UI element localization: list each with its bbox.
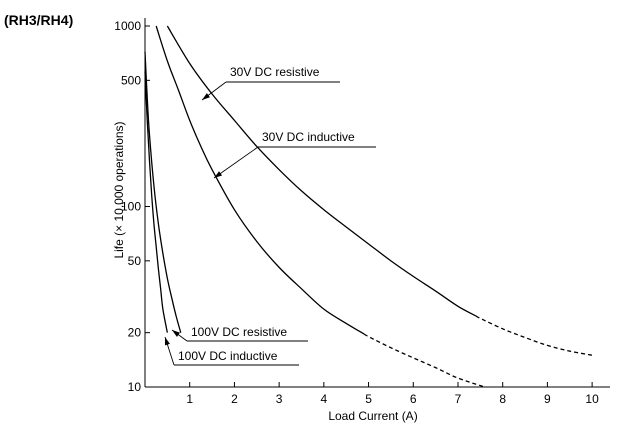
- corner-label: (RH3/RH4): [4, 12, 73, 28]
- x-tick-label-5: 5: [365, 392, 372, 406]
- y-tick-label-500: 500: [121, 73, 141, 87]
- curve-30v-dc-inductive-extrapolated: [363, 333, 486, 388]
- x-tick-label-10: 10: [585, 392, 599, 406]
- x-tick-label-2: 2: [231, 392, 238, 406]
- x-tick-label-7: 7: [455, 392, 462, 406]
- y-tick-label-100: 100: [121, 200, 141, 214]
- curves: [144, 25, 593, 388]
- y-tick-label-10: 10: [128, 380, 142, 394]
- leader-arrow-100v-dc-inductive: [164, 337, 170, 346]
- label-30v-dc-inductive: 30V DC inductive: [262, 130, 355, 144]
- leader-arrow-30v-dc-resistive: [202, 93, 210, 100]
- label-30v-dc-resistive: 30V DC resistive: [230, 65, 320, 79]
- x-axis-title: Load Current (A): [328, 409, 417, 423]
- x-tick-label-3: 3: [276, 392, 283, 406]
- y-tick-label-50: 50: [128, 254, 142, 268]
- y-axis-title: Life (× 10,000 operations): [112, 121, 126, 258]
- x-tick-label-1: 1: [186, 392, 193, 406]
- annotations: 30V DC resistive 30V DC inductive 100V DC …: [164, 65, 376, 366]
- label-100v-dc-inductive: 100V DC inductive: [178, 349, 278, 363]
- x-tick-label-8: 8: [499, 392, 506, 406]
- leader-line-30v-dc-inductive: [213, 146, 259, 179]
- curve-30v-dc-resistive: [166, 25, 477, 317]
- leader-arrow-100v-dc-resistive: [172, 330, 180, 337]
- y-tick-label-1000: 1000: [114, 19, 141, 33]
- curve-100v-dc-resistive: [144, 51, 182, 333]
- curve-30v-dc-resistive-extrapolated: [475, 315, 593, 356]
- x-ticks: 1 2 3 4 5 6 7 8 9 10: [186, 382, 599, 406]
- x-tick-label-9: 9: [544, 392, 551, 406]
- y-tick-label-20: 20: [128, 326, 142, 340]
- curve-30v-dc-inductive: [155, 25, 365, 335]
- curve-100v-dc-inductive: [144, 71, 168, 333]
- leader-arrow-30v-dc-inductive: [214, 171, 223, 178]
- x-tick-label-6: 6: [410, 392, 417, 406]
- x-tick-label-4: 4: [321, 392, 328, 406]
- label-100v-dc-resistive: 100V DC resistive: [191, 325, 287, 339]
